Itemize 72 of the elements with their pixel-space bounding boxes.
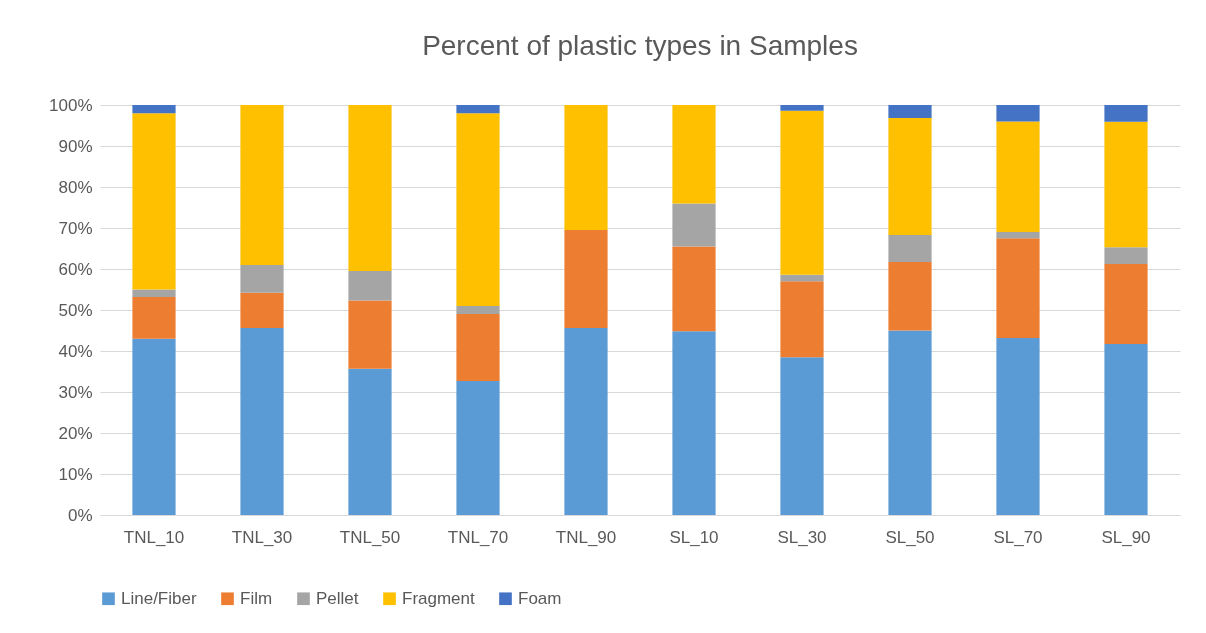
bar <box>672 331 716 515</box>
bar <box>888 118 932 235</box>
y-tick-label: 20% <box>58 423 93 443</box>
y-tick-label: 80% <box>58 177 93 197</box>
bar <box>1104 121 1148 248</box>
y-tick-label: 50% <box>58 300 93 320</box>
bar <box>888 330 932 515</box>
y-tick-label: 0% <box>67 505 93 525</box>
bar <box>348 271 392 301</box>
bar <box>240 105 284 265</box>
chart-title: Percent of plastic types in Samples <box>422 30 858 61</box>
bar <box>888 105 932 119</box>
x-tick-label: TNL_50 <box>339 527 401 547</box>
bar <box>456 113 500 306</box>
bar <box>456 105 500 114</box>
bar <box>240 328 284 515</box>
bar <box>1104 247 1148 265</box>
x-tick-label: SL_70 <box>993 527 1043 547</box>
bar <box>132 338 176 515</box>
y-tick-label: 90% <box>58 136 93 156</box>
bar <box>780 281 824 358</box>
y-tick-label: 10% <box>58 464 93 484</box>
bar <box>1104 344 1148 515</box>
legend-label: Fragment <box>402 588 476 608</box>
bar <box>780 110 824 275</box>
bar <box>996 337 1040 515</box>
bar <box>780 105 824 111</box>
bar <box>672 105 716 204</box>
bar <box>996 105 1040 122</box>
bar <box>240 292 284 329</box>
bar <box>348 368 392 515</box>
x-tick-label: SL_90 <box>1101 527 1151 547</box>
bar <box>132 113 176 290</box>
bar <box>132 289 176 297</box>
bar <box>456 380 500 515</box>
x-tick-label: SL_30 <box>777 527 827 547</box>
bar <box>564 328 608 515</box>
bar <box>348 105 392 272</box>
y-tick-label: 100% <box>49 95 93 115</box>
bar <box>672 246 716 332</box>
x-tick-label: TNL_90 <box>555 527 617 547</box>
legend-label: Foam <box>518 588 562 608</box>
bar <box>780 274 824 282</box>
x-tick-label: TNL_70 <box>447 527 509 547</box>
bar <box>132 105 176 114</box>
legend-label: Film <box>240 588 273 608</box>
y-tick-label: 70% <box>58 218 93 238</box>
bar <box>996 232 1040 239</box>
x-tick-label: TNL_30 <box>231 527 293 547</box>
bar <box>1104 105 1148 122</box>
bar <box>456 314 500 381</box>
bar <box>888 234 932 263</box>
y-tick-label: 30% <box>58 382 93 402</box>
y-tick-label: 60% <box>58 259 93 279</box>
bar <box>132 296 176 339</box>
bar <box>1104 264 1148 345</box>
x-tick-label: SL_50 <box>885 527 935 547</box>
legend-label: Pellet <box>316 588 359 608</box>
bar <box>240 264 284 293</box>
bar <box>888 262 932 331</box>
bar <box>348 300 392 369</box>
x-tick-label: SL_10 <box>669 527 719 547</box>
bar <box>456 305 500 315</box>
bar <box>672 203 716 247</box>
bar <box>996 121 1040 233</box>
bar <box>564 105 608 231</box>
legend-label: Line/Fiber <box>121 588 197 608</box>
bar <box>564 230 608 329</box>
bar <box>780 357 824 515</box>
x-tick-label: TNL_10 <box>123 527 185 547</box>
y-tick-label: 40% <box>58 341 93 361</box>
bar <box>996 238 1040 338</box>
